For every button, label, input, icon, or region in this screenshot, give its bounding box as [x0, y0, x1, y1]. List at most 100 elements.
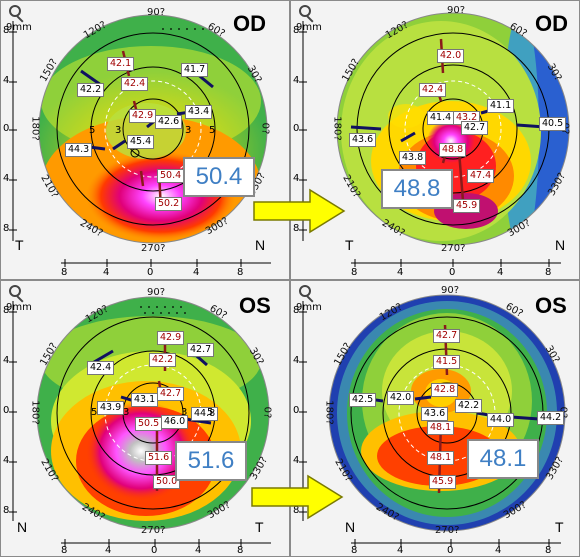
- y-tick: 4: [293, 355, 300, 366]
- angle-label: 90?: [147, 287, 166, 298]
- k-value: 42.6: [155, 115, 183, 129]
- angle-label: 270?: [441, 243, 466, 254]
- y-tick: 0: [3, 405, 10, 416]
- k-value: 45.4: [127, 135, 155, 149]
- max-k-value: 50.4: [183, 157, 255, 197]
- y-tick: 8: [293, 305, 300, 316]
- k-value: 42.4: [121, 77, 149, 91]
- y-tick: 4: [3, 173, 10, 184]
- angle-label: 0?: [259, 122, 271, 135]
- eye-label: OD: [233, 11, 266, 36]
- ring-label: 5: [89, 125, 96, 136]
- scale-label: 9mm: [296, 22, 322, 33]
- y-tick: 8: [3, 223, 10, 234]
- x-tick: 4: [103, 267, 110, 278]
- x-tick: 0: [147, 267, 154, 278]
- k-value: 41.1: [487, 99, 515, 113]
- y-tick: 8: [293, 505, 300, 516]
- k-value: 40.5: [539, 117, 567, 131]
- k-value: 42.5: [349, 393, 377, 407]
- k-value: 51.6: [145, 451, 173, 465]
- y-tick: 8: [293, 223, 300, 234]
- ring-label: 5: [209, 125, 216, 136]
- k-value: 42.7: [433, 329, 461, 343]
- y-tick: 0: [293, 405, 300, 416]
- x-tick: 8: [545, 267, 552, 278]
- x-tick: 8: [237, 545, 244, 556]
- x-tick: 0: [449, 267, 456, 278]
- k-value: 42.8: [431, 383, 459, 397]
- k-value: 42.2: [455, 399, 483, 413]
- panel-od-post: 9mm OD T N 8 4 0 4 8 8 4 0 4 8 90? 60? 3…: [290, 0, 580, 280]
- angle-label: 90?: [447, 5, 466, 16]
- k-value: 43.6: [349, 133, 377, 147]
- y-tick: 4: [3, 75, 10, 86]
- ring-label: 3: [123, 407, 130, 418]
- k-value: 44.3: [65, 143, 93, 157]
- max-k-value: 48.8: [381, 169, 453, 209]
- k-value: 41.7: [181, 63, 209, 77]
- k-value: 43.9: [97, 401, 125, 415]
- angle-label: 90?: [441, 285, 460, 296]
- zoom-magnifier-icon[interactable]: 9mm: [6, 285, 40, 319]
- k-value: 47.4: [467, 169, 495, 183]
- y-tick: 4: [3, 355, 10, 366]
- angle-label: 90?: [147, 7, 166, 18]
- x-tick: 4: [193, 267, 200, 278]
- zoom-magnifier-icon[interactable]: 9mm: [296, 5, 330, 39]
- right-side-label: N: [255, 237, 266, 253]
- y-tick: 4: [293, 173, 300, 184]
- x-tick: 8: [61, 267, 68, 278]
- y-tick: 4: [293, 455, 300, 466]
- zoom-magnifier-icon[interactable]: 9mm: [296, 285, 330, 319]
- k-value: 43.4: [185, 105, 213, 119]
- angle-label: 180?: [331, 116, 343, 141]
- panel-os-post: 9mm OS N T 8 4 0 4 8 8 4 0 4 8 90? 60? 3…: [290, 280, 580, 557]
- angle-label: 180?: [29, 400, 41, 425]
- angle-label: 180?: [323, 400, 335, 425]
- left-side-label: N: [345, 519, 356, 535]
- k-value: 44.8: [191, 407, 219, 421]
- y-tick: 4: [3, 455, 10, 466]
- angle-label: 270?: [141, 243, 166, 254]
- scale-label: 9mm: [6, 22, 32, 33]
- k-value: 48.8: [439, 143, 467, 157]
- angle-label: 270?: [141, 525, 166, 536]
- max-k-value: 48.1: [467, 439, 539, 479]
- ring-label: 3: [181, 407, 188, 418]
- ring-label: 3: [115, 125, 122, 136]
- x-tick: 8: [545, 545, 552, 556]
- k-value: 42.7: [157, 387, 185, 401]
- k-value: 42.4: [87, 361, 115, 375]
- x-tick: 8: [237, 267, 244, 278]
- k-value: 44.2: [537, 411, 565, 425]
- ring-label: 5: [207, 407, 214, 418]
- k-value: 45.9: [429, 475, 457, 489]
- scale-label: 9mm: [6, 302, 32, 313]
- y-tick: 8: [3, 505, 10, 516]
- zoom-magnifier-icon[interactable]: 9mm: [6, 5, 40, 39]
- x-tick: 4: [397, 267, 404, 278]
- k-value: 43.1: [131, 393, 159, 407]
- x-tick: 4: [397, 545, 404, 556]
- x-tick: 0: [151, 545, 158, 556]
- left-side-label: T: [15, 237, 24, 253]
- k-value: 42.2: [149, 353, 177, 367]
- k-value: 45.9: [453, 199, 481, 213]
- k-value: 48.1: [427, 421, 455, 435]
- x-tick: 8: [61, 545, 68, 556]
- y-tick: 8: [3, 25, 10, 36]
- right-arrow-icon: [253, 188, 346, 234]
- y-tick: 8: [293, 25, 300, 36]
- k-value: 42.0: [387, 391, 415, 405]
- k-value: 42.4: [419, 83, 447, 97]
- y-tick: 0: [3, 123, 10, 134]
- k-value: 41.5: [433, 355, 461, 369]
- left-side-label: T: [345, 237, 354, 253]
- right-side-label: N: [555, 237, 566, 253]
- ring-label: 3: [185, 125, 192, 136]
- k-value: 50.0: [153, 475, 181, 489]
- k-value: 42.1: [107, 57, 135, 71]
- x-tick: 8: [351, 545, 358, 556]
- left-side-label: N: [17, 519, 28, 535]
